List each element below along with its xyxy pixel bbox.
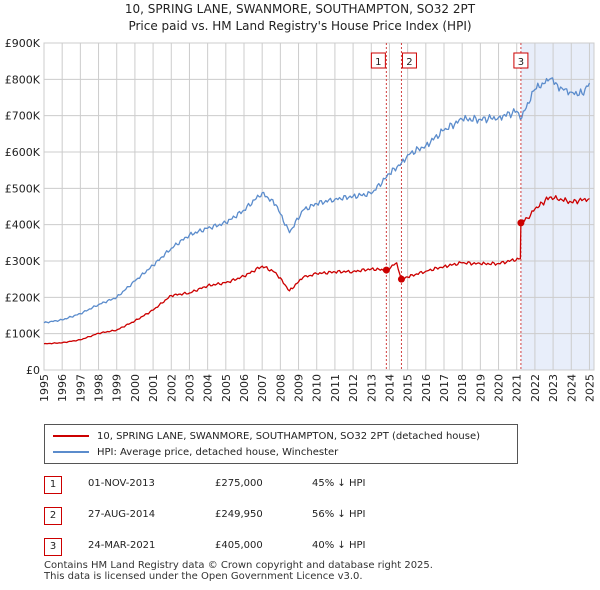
x-tick-label: 2011: [329, 374, 342, 402]
legend-label-hpi: HPI: Average price, detached house, Winc…: [97, 446, 339, 458]
chart-subtitle: Price paid vs. HM Land Registry's House …: [128, 19, 472, 33]
x-tick-label: 1995: [38, 374, 51, 402]
x-tick-label: 2017: [438, 374, 451, 402]
x-tick-label: 2002: [165, 374, 178, 402]
plot-frame: [43, 42, 595, 371]
legend-item-property: 10, SPRING LANE, SWANMORE, SOUTHAMPTON, …: [53, 429, 480, 443]
x-tick-label: 2012: [347, 374, 360, 402]
property-price-line: [43, 195, 590, 345]
y-tick-label: £700K: [5, 110, 41, 123]
x-tick-label: 2010: [311, 374, 324, 402]
y-tick-label: £300K: [5, 255, 41, 268]
legend-item-hpi: HPI: Average price, detached house, Winc…: [53, 445, 338, 459]
x-tick-label: 2018: [456, 374, 469, 402]
legend-swatch-hpi: [53, 451, 89, 453]
y-tick-label: £500K: [5, 182, 41, 195]
x-tick-label: 2006: [238, 374, 251, 402]
y-tick-label: £800K: [5, 73, 41, 86]
y-tick-label: £400K: [5, 219, 41, 232]
hpi-line: [43, 77, 591, 324]
x-tick-label: 2013: [365, 374, 378, 402]
sale-marker-label: 2: [406, 57, 412, 68]
sale-point: [517, 219, 525, 227]
x-tick-label: 1997: [74, 374, 87, 402]
x-tick-label: 1996: [56, 374, 69, 402]
transaction-price: £249,950: [215, 509, 263, 520]
legend: 10, SPRING LANE, SWANMORE, SOUTHAMPTON, …: [44, 424, 518, 464]
transaction-date: 24-MAR-2021: [88, 540, 156, 551]
sale-marker-box: [513, 52, 529, 69]
transaction-hpi: 45% ↓ HPI: [312, 478, 366, 489]
transaction-price: £405,000: [215, 540, 263, 551]
sale-marker-box: [370, 52, 386, 69]
x-tick-label: 2015: [402, 374, 415, 402]
transaction-date: 01-NOV-2013: [88, 478, 155, 489]
y-tick-label: £200K: [5, 291, 41, 304]
price-chart: £0 £100K £200K £300K £400K £500K £600K £700K £80…: [5, 37, 597, 402]
x-tick-label: 2004: [202, 374, 215, 402]
sale-point: [382, 266, 390, 274]
y-tick-label: £100K: [5, 328, 41, 341]
x-tick-label: 2022: [529, 374, 542, 402]
footer-license: This data is licensed under the Open Gov…: [44, 571, 363, 582]
transaction-price: £275,000: [215, 478, 263, 489]
transaction-date: 27-AUG-2014: [88, 509, 156, 520]
legend-swatch-property: [53, 435, 89, 437]
x-tick-label: 2024: [565, 374, 578, 402]
sale-marker-label: 3: [518, 57, 524, 68]
transaction-badge: 2: [44, 507, 62, 525]
x-tick-label: 2001: [147, 374, 160, 402]
footer-copyright: Contains HM Land Registry data © Crown c…: [44, 560, 433, 571]
x-tick-label: 1999: [111, 374, 124, 402]
x-tick-label: 2003: [183, 374, 196, 402]
sale-marker-label: 1: [375, 57, 381, 68]
x-tick-label: 2000: [129, 374, 142, 402]
transaction-badge: 1: [44, 476, 62, 494]
y-tick-label: £0: [26, 364, 40, 377]
x-tick-label: 2007: [256, 374, 269, 402]
y-tick-label: £900K: [5, 37, 41, 50]
x-tick-label: 2009: [293, 374, 306, 402]
x-tick-label: 2025: [583, 374, 596, 402]
x-tick-label: 2014: [383, 374, 396, 402]
y-tick-label: £600K: [5, 146, 41, 159]
transaction-hpi: 56% ↓ HPI: [312, 509, 366, 520]
x-tick-label: 2016: [420, 374, 433, 402]
footer: Contains HM Land Registry data © Crown c…: [44, 560, 433, 582]
x-tick-label: 2023: [547, 374, 560, 402]
x-tick-label: 2008: [274, 374, 287, 402]
transaction-badge: 3: [44, 538, 62, 556]
x-tick-label: 2020: [493, 374, 506, 402]
chart-title: 10, SPRING LANE, SWANMORE, SOUTHAMPTON, …: [124, 2, 476, 16]
x-tick-label: 2019: [474, 374, 487, 402]
x-tick-label: 1998: [93, 374, 106, 402]
x-tick-label: 2005: [220, 374, 233, 402]
sale-point: [397, 275, 405, 283]
sale-marker-box: [401, 52, 417, 69]
legend-label-property: 10, SPRING LANE, SWANMORE, SOUTHAMPTON, …: [97, 430, 481, 442]
x-tick-label: 2021: [511, 374, 524, 402]
transaction-hpi: 40% ↓ HPI: [312, 540, 366, 551]
projection-shade: [520, 43, 594, 370]
